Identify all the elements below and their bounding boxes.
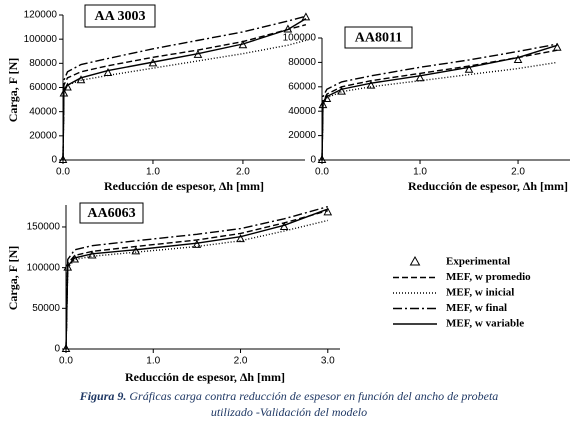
series-line [65, 205, 328, 350]
series-line [321, 49, 558, 161]
y-tick-label: 20000 [29, 130, 57, 141]
legend-marker [409, 255, 421, 266]
series-line [62, 15, 307, 161]
x-tick-label: 3.0 [321, 356, 335, 367]
x-axis-title: Reducción de espesor, Δh [mm] [125, 370, 285, 384]
data-point [236, 234, 245, 243]
x-axis-title: Reducción de espesor, Δh [mm] [408, 179, 568, 193]
series-line [65, 219, 328, 350]
x-tick-label: 2.0 [236, 167, 250, 178]
x-tick-label: 1.0 [146, 356, 160, 367]
y-tick-label: 50000 [32, 303, 60, 314]
y-tick-label: 0 [51, 155, 57, 166]
chart-title: AA 3003 [95, 9, 146, 24]
caption-line: Figura 9. Gráficas carga contra reducció… [79, 389, 499, 403]
y-tick-label: 40000 [288, 106, 316, 117]
y-axis-title: Carga, F [N] [6, 58, 20, 123]
data-point [464, 64, 474, 73]
x-tick-label: 2.0 [234, 356, 248, 367]
data-point [322, 93, 332, 102]
x-tick-label: 0.0 [59, 356, 73, 367]
data-point [415, 73, 425, 82]
series-line [65, 208, 329, 350]
data-point [317, 154, 327, 163]
legend-label: MEF, w variable [446, 318, 524, 330]
legend-label: Experimental [446, 256, 510, 268]
data-point [131, 246, 141, 255]
y-tick-label: 0 [310, 155, 316, 166]
data-point [61, 343, 71, 352]
y-tick-label: 80000 [288, 57, 316, 68]
data-point [513, 54, 523, 63]
x-tick-label: 0.0 [56, 167, 70, 178]
series-line [62, 18, 307, 161]
y-tick-label: 60000 [288, 81, 316, 92]
y-tick-label: 60000 [29, 82, 57, 93]
series-line [321, 44, 558, 161]
x-tick-label: 1.0 [413, 167, 427, 178]
caption-line: utilizado -Validación del modelo [211, 405, 367, 419]
x-tick-label: 2.0 [511, 167, 525, 178]
x-tick-label: 1.0 [146, 167, 160, 178]
series-line [62, 23, 307, 161]
caption-label: Figura 9. [79, 389, 127, 403]
y-tick-label: 80000 [29, 58, 57, 69]
y-axis-title: Carga, F [N] [6, 246, 20, 311]
y-tick-label: 120000 [24, 10, 58, 21]
y-tick-label: 100000 [27, 262, 61, 273]
chart-title: AA6063 [87, 206, 135, 221]
legend-label: MEF, w final [446, 302, 507, 314]
x-axis-title: Reducción de espesor, Δh [mm] [104, 179, 264, 193]
y-tick-label: 100000 [283, 33, 317, 44]
series-line [321, 43, 558, 161]
series-line [62, 39, 307, 161]
series-line [321, 61, 558, 161]
title-box [84, 4, 156, 28]
legend-label: MEF, w promedio [446, 271, 531, 283]
title-box [79, 202, 144, 224]
data-point [301, 12, 311, 21]
caption-text: Gráficas carga contra reducción de espes… [129, 389, 498, 403]
y-tick-label: 0 [54, 344, 60, 355]
y-tick-label: 40000 [29, 106, 57, 117]
data-point [366, 80, 376, 89]
data-point [63, 82, 72, 91]
y-tick-label: 20000 [288, 130, 316, 141]
y-tick-label: 150000 [27, 222, 61, 233]
chart-title: AA8011 [355, 31, 402, 46]
y-tick-label: 100000 [24, 34, 58, 45]
legend-label: MEF, w inicial [446, 287, 514, 299]
x-tick-label: 0.0 [315, 167, 329, 178]
data-point [58, 154, 68, 163]
series-line [65, 210, 328, 350]
title-box [344, 26, 413, 49]
